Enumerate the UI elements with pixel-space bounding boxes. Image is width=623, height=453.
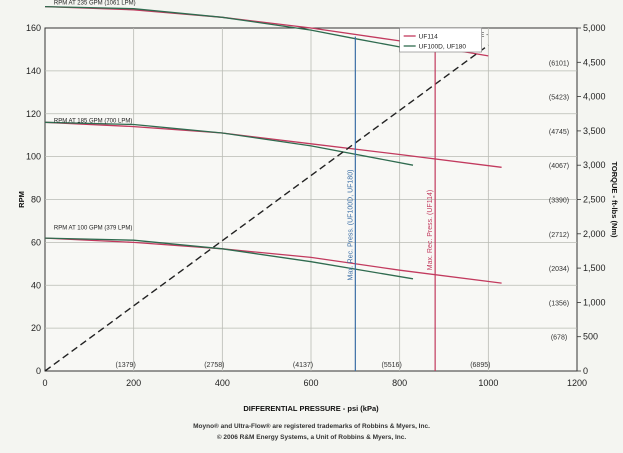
legend-label: UF100D, UF180 [419, 44, 467, 51]
y2-nm-label: (4745) [549, 129, 569, 136]
x-tick-label: 200 [126, 378, 141, 388]
rpm-curve-235-uf100d-uf180 [44, 5, 414, 51]
y2-nm-label: (6101) [549, 60, 569, 67]
curve-label: RPM AT 185 GPM (700 LPM) [54, 118, 132, 124]
footer-trademark-line: Moyno® and Ultra-Flow® are registered tr… [193, 423, 430, 430]
y-tick-label: 160 [26, 23, 41, 33]
x-axis-title: DIFFERENTIAL PRESSURE - psi (kPa) [243, 404, 379, 413]
x-kpa-label: (4137) [293, 362, 313, 369]
y2-axis-title: TORQUE - ft-lbs (Nm) [610, 161, 619, 238]
y-tick-label: 20 [31, 323, 41, 333]
x-kpa-label: (1379) [116, 362, 136, 369]
y-tick-label: 140 [26, 66, 41, 76]
y2-nm-label: (1356) [549, 300, 569, 307]
y2-tick-label: 3,500 [583, 126, 606, 136]
y2-tick-label: 500 [583, 332, 598, 342]
y2-nm-label: (2034) [549, 266, 569, 273]
x-tick-label: 400 [215, 378, 230, 388]
y-tick-label: 0 [36, 366, 41, 376]
x-kpa-label: (6895) [470, 362, 490, 369]
legend-box [399, 27, 482, 53]
rpm-curve-100-uf114 [44, 237, 502, 284]
x-kpa-label: (5516) [382, 362, 402, 369]
rpm-curve-100-uf100d-uf180 [44, 237, 414, 280]
y-tick-label: 120 [26, 109, 41, 119]
x-tick-label: 600 [303, 378, 318, 388]
max-pressure-label: Max. Rec. Press. (UF100D, UF180) [347, 170, 354, 281]
y-tick-label: 100 [26, 152, 41, 162]
y-tick-label: 80 [31, 195, 41, 205]
y2-tick-label: 5,000 [583, 23, 606, 33]
y2-nm-label: (2712) [549, 232, 569, 239]
x-tick-label: 1200 [567, 378, 587, 388]
y2-nm-label: (4067) [549, 163, 569, 170]
rpm-curve-185-uf100d-uf180 [44, 121, 414, 166]
y2-tick-label: 3,000 [583, 160, 606, 170]
y2-tick-label: 2,500 [583, 195, 606, 205]
footer-copyright-line: © 2006 R&M Energy Systems, a Unit of Rob… [216, 434, 407, 441]
y-tick-label: 40 [31, 280, 41, 290]
y2-tick-label: 2,000 [583, 229, 606, 239]
curve-label: RPM AT 235 GPM (1061 LPM) [54, 1, 136, 7]
torque-line [44, 44, 489, 372]
y2-tick-label: 1,500 [583, 263, 606, 273]
x-kpa-label: (2758) [204, 362, 224, 369]
y-axis-title: RPM [17, 191, 26, 208]
y2-nm-label: (5423) [549, 95, 569, 102]
rpm-curve-185-uf114 [44, 121, 502, 168]
y2-tick-label: 4,000 [583, 92, 606, 102]
x-tick-label: 1000 [478, 378, 498, 388]
y-tick-label: 60 [31, 237, 41, 247]
x-tick-label: 0 [42, 378, 47, 388]
y2-nm-label: (678) [551, 335, 567, 342]
curve-label: RPM AT 100 GPM (379 LPM) [54, 226, 132, 232]
x-tick-label: 800 [392, 378, 407, 388]
max-pressure-label: Max. Rec. Press. (UF114) [427, 190, 434, 270]
y2-nm-label: (3390) [549, 198, 569, 205]
y2-tick-label: 1,000 [583, 297, 606, 307]
legend-label: UF114 [419, 34, 438, 41]
y2-tick-label: 4,500 [583, 57, 606, 67]
y2-tick-label: 0 [583, 366, 588, 376]
